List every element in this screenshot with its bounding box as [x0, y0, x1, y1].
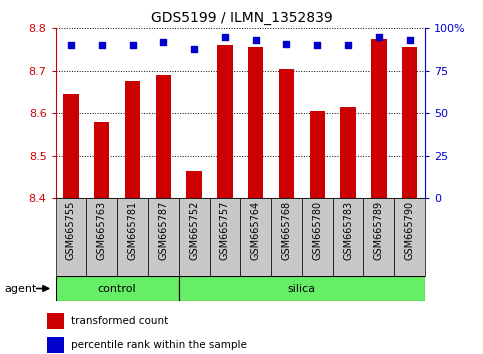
Bar — [125, 81, 140, 198]
Text: GSM665755: GSM665755 — [66, 201, 76, 260]
Point — [406, 38, 413, 43]
Text: GSM665764: GSM665764 — [251, 201, 261, 260]
Bar — [310, 111, 325, 198]
Text: GDS5199 / ILMN_1352839: GDS5199 / ILMN_1352839 — [151, 11, 332, 25]
Bar — [63, 94, 79, 198]
Point — [98, 42, 106, 48]
Point — [159, 39, 167, 45]
Bar — [179, 276, 425, 301]
Bar — [279, 69, 294, 198]
Point — [221, 34, 229, 40]
Bar — [248, 47, 263, 198]
Point — [67, 42, 75, 48]
Bar — [402, 47, 417, 198]
Bar — [341, 107, 356, 198]
Point — [313, 42, 321, 48]
Bar — [394, 198, 425, 276]
Point — [283, 41, 290, 46]
Bar — [47, 313, 64, 329]
Text: percentile rank within the sample: percentile rank within the sample — [71, 340, 247, 350]
Text: agent: agent — [5, 284, 37, 293]
Bar — [371, 39, 386, 198]
Point — [344, 42, 352, 48]
Point — [252, 38, 259, 43]
Bar — [217, 45, 233, 198]
Bar — [302, 198, 333, 276]
Bar — [117, 198, 148, 276]
Bar — [186, 171, 202, 198]
Text: GSM665780: GSM665780 — [313, 201, 322, 260]
Bar — [47, 337, 64, 353]
Text: GSM665789: GSM665789 — [374, 201, 384, 260]
Text: GSM665787: GSM665787 — [158, 201, 168, 260]
Text: GSM665781: GSM665781 — [128, 201, 138, 260]
Bar — [271, 198, 302, 276]
Text: GSM665768: GSM665768 — [282, 201, 291, 260]
Text: GSM665790: GSM665790 — [405, 201, 414, 260]
Text: control: control — [98, 284, 136, 293]
Text: transformed count: transformed count — [71, 316, 169, 326]
Bar — [210, 198, 240, 276]
Bar — [56, 276, 179, 301]
Text: GSM665763: GSM665763 — [97, 201, 107, 260]
Point — [190, 46, 198, 52]
Bar — [56, 198, 86, 276]
Bar — [333, 198, 364, 276]
Text: GSM665757: GSM665757 — [220, 201, 230, 260]
Bar — [94, 122, 110, 198]
Bar — [86, 198, 117, 276]
Bar — [156, 75, 171, 198]
Text: GSM665783: GSM665783 — [343, 201, 353, 260]
Bar — [179, 198, 210, 276]
Point — [128, 42, 136, 48]
Bar — [364, 198, 394, 276]
Bar — [148, 198, 179, 276]
Text: GSM665752: GSM665752 — [189, 201, 199, 260]
Bar — [240, 198, 271, 276]
Point — [375, 34, 383, 40]
Text: silica: silica — [288, 284, 316, 293]
